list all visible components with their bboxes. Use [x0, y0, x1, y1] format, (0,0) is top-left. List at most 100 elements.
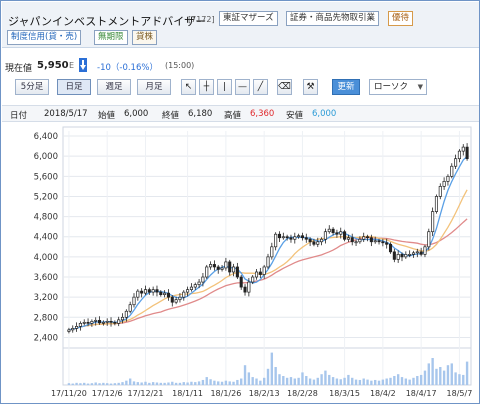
volume-bar [247, 372, 251, 385]
candle-body [346, 237, 350, 240]
market-tag[interactable]: 東証マザーズ [219, 11, 278, 26]
volume-bar [262, 377, 266, 385]
volume-bar [201, 379, 205, 385]
period-weekly-button[interactable]: 週足 [97, 79, 131, 95]
volume-bar [400, 377, 404, 385]
candle-body [251, 276, 255, 283]
candle-body [308, 238, 312, 243]
preferential-tag[interactable]: 優待 [388, 11, 414, 26]
trend-line-icon[interactable]: ╱ [253, 79, 268, 95]
ohlc-info-row: 日付 2018/5/17 始値 6,000 終値 6,180 高値 6,360 … [2, 105, 479, 122]
chart-toolbar: 5分足 日足 週足 月足 ↖ ┼ | — ╱ ⌫ ⚒ 更新 ローソク ▼ [5, 79, 477, 97]
x-tick-label: 18/1/26 [210, 389, 241, 398]
candle-body [243, 286, 247, 293]
candle-body [67, 329, 71, 332]
candle-body [186, 289, 190, 293]
volume-bar [232, 381, 235, 385]
volume-bar [90, 383, 94, 385]
sector-tag[interactable]: 証券・商品先物取引業 [286, 11, 380, 26]
volume-bar [220, 381, 224, 385]
volume-bar [381, 379, 385, 385]
candle-body [354, 241, 358, 244]
candle-body [362, 236, 366, 240]
y-tick-label: 3,600 [34, 273, 58, 283]
candle-body [293, 236, 297, 240]
candle-body [258, 271, 262, 275]
volume-bar [259, 380, 262, 385]
candle-body [396, 254, 400, 260]
eraser-icon[interactable]: ⌫ [277, 79, 292, 95]
candle-body [316, 241, 320, 245]
candle-body [423, 246, 427, 255]
candle-body [270, 246, 274, 258]
period-daily-button[interactable]: 日足 [57, 79, 91, 95]
volume-bar [439, 367, 442, 385]
period-monthly-button[interactable]: 月足 [137, 79, 171, 95]
margin-tag[interactable]: 制度信用(貸・売) [7, 30, 82, 45]
lending-tag[interactable]: 貸株 [132, 30, 158, 45]
chevron-down-icon: ▼ [417, 83, 423, 91]
high-value: 6,360 [250, 109, 275, 119]
vertical-line-icon[interactable]: | [217, 79, 232, 95]
price-time: (15:00) [165, 61, 195, 70]
volume-bar [347, 374, 350, 385]
period-5min-button[interactable]: 5分足 [15, 79, 49, 95]
candle-body [262, 266, 266, 275]
chart-type-select[interactable]: ローソク ▼ [369, 79, 427, 95]
volume-bar [171, 381, 174, 385]
candle-body [331, 228, 335, 234]
candle-body [201, 276, 205, 283]
high-label: 高値 [224, 111, 242, 121]
candle-body [170, 296, 174, 303]
x-tick-label: 18/5/7 [447, 389, 473, 398]
volume-bar [155, 382, 159, 385]
date-label: 日付 [10, 111, 28, 121]
horizontal-line-icon[interactable]: — [235, 79, 250, 95]
volume-bar [278, 374, 281, 385]
candle-body [193, 284, 197, 288]
no-limit-tag[interactable]: 無期限 [94, 30, 128, 45]
candle-body [381, 241, 385, 244]
x-tick-label: 17/12/6 [92, 389, 123, 398]
settings-icon[interactable]: ⚒ [303, 79, 318, 95]
y-tick-label: 5,200 [34, 192, 58, 202]
candle-body [147, 289, 151, 293]
volume-bar [151, 382, 155, 385]
candle-body [366, 236, 370, 239]
crosshair-icon[interactable]: ┼ [199, 79, 214, 95]
candle-body [140, 290, 144, 294]
refresh-button[interactable]: 更新 [332, 79, 360, 95]
volume-bar [408, 379, 411, 385]
low-value: 6,000 [312, 109, 337, 119]
y-tick-label: 5,600 [34, 172, 58, 182]
volume-bar [190, 381, 193, 385]
candle-body [174, 299, 178, 303]
candle-body [163, 292, 167, 295]
candle-body [132, 296, 136, 306]
y-tick-label: 2,800 [34, 313, 58, 323]
volume-bar [454, 372, 457, 385]
volume-bar [98, 383, 101, 385]
ma-long-line [68, 218, 468, 331]
volume-bar [458, 374, 461, 385]
volume-bar [182, 382, 185, 385]
candle-body [465, 146, 469, 160]
candle-body [205, 266, 209, 278]
open-label: 始値 [98, 111, 116, 121]
volume-bar [94, 382, 97, 385]
volume-bar [442, 370, 446, 385]
volume-bar [289, 377, 293, 385]
candle-body [94, 319, 98, 322]
candle-body [408, 254, 412, 256]
y-tick-label: 4,800 [34, 213, 58, 223]
price-label: 現在値 [5, 64, 33, 74]
cursor-icon[interactable]: ↖ [181, 79, 196, 95]
volume-bar [396, 374, 400, 385]
volume-bar [109, 383, 113, 385]
candle-body [323, 231, 327, 240]
volume-bar [71, 383, 74, 385]
x-tick-label: 17/11/20 [51, 389, 87, 398]
candle-body [457, 150, 461, 160]
volume-bar [377, 380, 381, 385]
candle-body [209, 264, 213, 268]
